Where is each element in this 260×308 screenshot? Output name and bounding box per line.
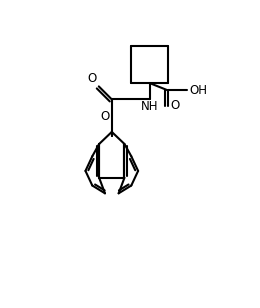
Text: O: O [170,99,180,112]
Text: O: O [87,72,96,85]
Text: OH: OH [189,84,207,97]
Text: O: O [100,110,109,123]
Text: NH: NH [141,100,158,113]
